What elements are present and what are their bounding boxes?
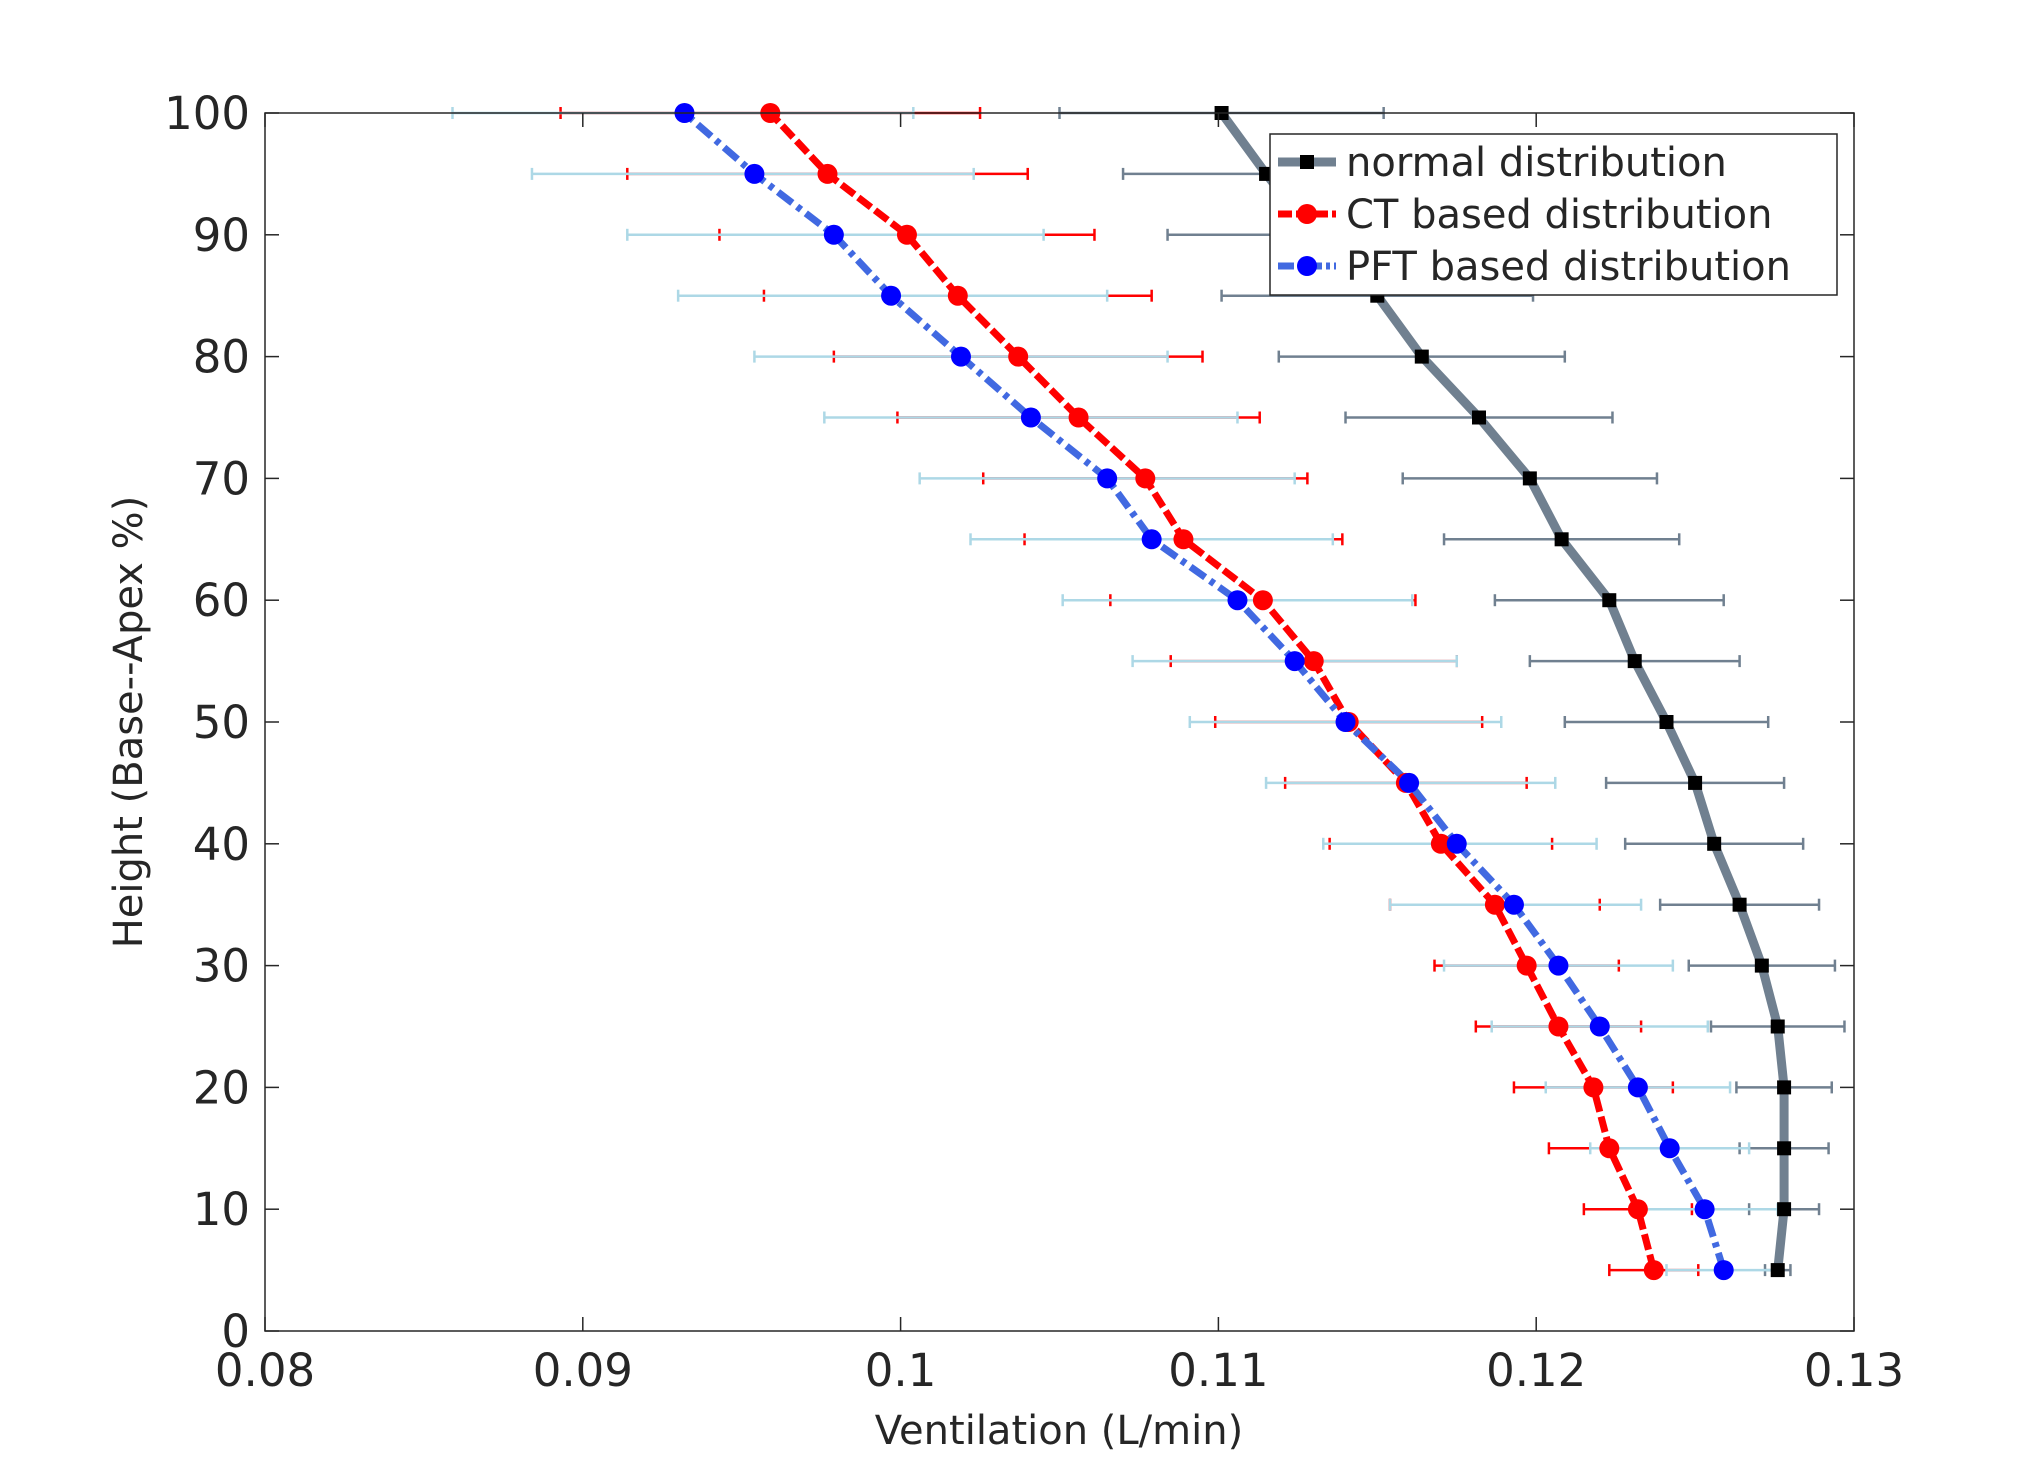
normal-data-point [1777, 1080, 1792, 1095]
normal-data-point [1602, 593, 1617, 608]
pft-data-point [1694, 1199, 1715, 1220]
legend: normal distribution CT based distribution… [1269, 133, 1838, 296]
normal-data-point [1777, 1202, 1792, 1217]
normal-data-point [1732, 897, 1747, 912]
normal-legend-label: normal distribution [1346, 140, 1727, 186]
pft-data-point [1627, 1077, 1648, 1098]
x-tick-label: 0.13 [1804, 1344, 1904, 1397]
pft-data-point [1141, 529, 1162, 550]
normal-data-point [1770, 1263, 1785, 1278]
normal-data-point [1777, 1141, 1792, 1156]
normal-data-point [1659, 715, 1674, 729]
x-tick-label: 0.09 [533, 1344, 633, 1397]
x-tick-label: 0.1 [865, 1344, 937, 1397]
pft-data-point [1713, 1260, 1734, 1281]
legend-box [1269, 133, 1838, 296]
normal-data-point [1770, 1019, 1785, 1034]
y-tick-label: 30 [193, 940, 250, 993]
series-lines-layer [682, 110, 1789, 1272]
ct-data-point [1516, 955, 1537, 976]
ct-data-point [1627, 1199, 1648, 1220]
pft-data-point [1399, 772, 1420, 793]
ct-data-point [1135, 468, 1156, 489]
x-tick-label: 0.12 [1486, 1344, 1586, 1397]
y-tick-label: 40 [193, 818, 250, 871]
pft-data-point [1097, 468, 1118, 489]
normal-data-point [1754, 958, 1769, 973]
x-axis-label: Ventilation (L/min) [875, 1408, 1243, 1454]
pft-data-point [1659, 1138, 1680, 1159]
pft-legend-label: PFT based distribution [1346, 244, 1791, 290]
pft-data-point [1335, 712, 1356, 732]
ct-data-point [1484, 894, 1505, 915]
x-tick-label: 0.11 [1168, 1344, 1268, 1397]
ct-data-point [1252, 590, 1273, 611]
pft-legend-marker [1297, 256, 1317, 276]
ct-data-point [1643, 1260, 1664, 1281]
pft-data-point [744, 163, 765, 184]
y-axis-label: Height (Base--Apex %) [106, 496, 152, 949]
y-tick-label: 50 [193, 696, 250, 749]
pft-data-point [1548, 955, 1569, 976]
normal-data-point [1554, 532, 1569, 547]
ct-data-point [1430, 833, 1451, 854]
pft-data-point [1446, 833, 1467, 854]
ct-data-point [1068, 407, 1089, 428]
normal-data-point [1707, 836, 1722, 851]
y-tick-label: 10 [193, 1183, 250, 1236]
ct-data-point [1599, 1138, 1620, 1159]
pft-data-point [1589, 1016, 1610, 1037]
pft-data-point [1227, 590, 1248, 611]
normal-data-point [1627, 654, 1642, 669]
ct-series-line [767, 110, 1658, 1271]
normal-legend-marker [1300, 155, 1314, 169]
markers-layer [674, 103, 1792, 1281]
pft-data-point [950, 346, 971, 367]
ct-legend-label: CT based distribution [1346, 192, 1772, 238]
ct-data-point [1008, 346, 1029, 367]
y-tick-label: 80 [193, 331, 250, 384]
pft-data-point [1020, 407, 1041, 428]
normal-data-point [1414, 349, 1429, 364]
ct-data-point [1173, 529, 1194, 550]
y-tick-label: 0 [221, 1305, 250, 1358]
ct-data-point [896, 224, 917, 245]
normal-data-point [1688, 775, 1703, 790]
pft-series-line [682, 110, 1728, 1272]
ticks-layer: 0.08 0.09 0.1 0.11 0.12 0.13 0 10 20 30 40 50 60 70 80… [164, 87, 1904, 1397]
x-tick-label: 0.08 [215, 1344, 315, 1397]
normal-series-line [1217, 110, 1789, 1271]
y-tick-label: 20 [193, 1061, 250, 1114]
pft-data-point [823, 224, 844, 245]
ct-data-point [947, 285, 968, 306]
ct-data-point [817, 163, 838, 184]
y-tick-label: 100 [164, 87, 250, 140]
y-tick-label: 90 [193, 209, 250, 262]
ct-data-point [1583, 1077, 1604, 1098]
ct-data-point [1303, 651, 1324, 672]
y-tick-label: 60 [193, 574, 250, 627]
normal-data-point [1471, 410, 1486, 425]
ct-data-point [1548, 1016, 1569, 1037]
ct-legend-marker [1297, 204, 1317, 224]
normal-data-point [1522, 471, 1537, 486]
y-tick-label: 70 [193, 452, 250, 505]
pft-data-point [881, 285, 902, 306]
pft-data-point [1284, 651, 1305, 672]
pft-data-point [1503, 894, 1524, 915]
